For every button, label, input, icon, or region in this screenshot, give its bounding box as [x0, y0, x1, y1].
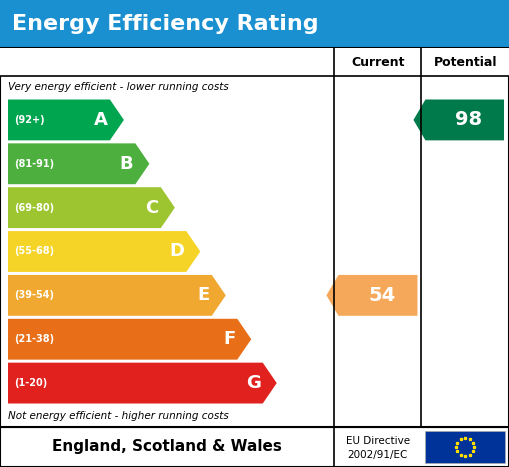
Bar	[0, 48, 509, 76]
Polygon shape	[326, 275, 417, 316]
Polygon shape	[8, 319, 251, 360]
Text: 2002/91/EC: 2002/91/EC	[348, 450, 408, 460]
Polygon shape	[8, 275, 226, 316]
Polygon shape	[8, 363, 277, 403]
Bar	[0, 48, 509, 427]
Text: B: B	[120, 155, 133, 173]
Text: E: E	[197, 286, 210, 304]
Bar	[0, 427, 509, 467]
Text: Potential: Potential	[434, 56, 497, 69]
Text: C: C	[146, 198, 159, 217]
Polygon shape	[8, 99, 124, 141]
Polygon shape	[8, 143, 149, 184]
Text: (69-80): (69-80)	[14, 203, 54, 212]
Text: Very energy efficient - lower running costs: Very energy efficient - lower running co…	[8, 82, 229, 92]
Text: (81-91): (81-91)	[14, 159, 54, 169]
Text: (1-20): (1-20)	[14, 378, 47, 388]
Text: Not energy efficient - higher running costs: Not energy efficient - higher running co…	[8, 411, 229, 421]
Text: Current: Current	[351, 56, 405, 69]
Text: (55-68): (55-68)	[14, 247, 54, 256]
Text: Energy Efficiency Rating: Energy Efficiency Rating	[12, 14, 319, 34]
Text: 98: 98	[455, 110, 483, 129]
Polygon shape	[413, 99, 504, 141]
Text: A: A	[94, 111, 108, 129]
Text: 54: 54	[369, 286, 395, 305]
Text: F: F	[223, 330, 235, 348]
Text: England, Scotland & Wales: England, Scotland & Wales	[52, 439, 282, 454]
Text: D: D	[169, 242, 184, 261]
Text: (39-54): (39-54)	[14, 290, 54, 300]
Text: (92+): (92+)	[14, 115, 45, 125]
Polygon shape	[8, 231, 201, 272]
Polygon shape	[8, 187, 175, 228]
Text: G: G	[246, 374, 261, 392]
Bar	[0, 0, 509, 48]
Text: EU Directive: EU Directive	[346, 436, 410, 446]
Bar	[426, 431, 505, 463]
Text: (21-38): (21-38)	[14, 334, 54, 344]
